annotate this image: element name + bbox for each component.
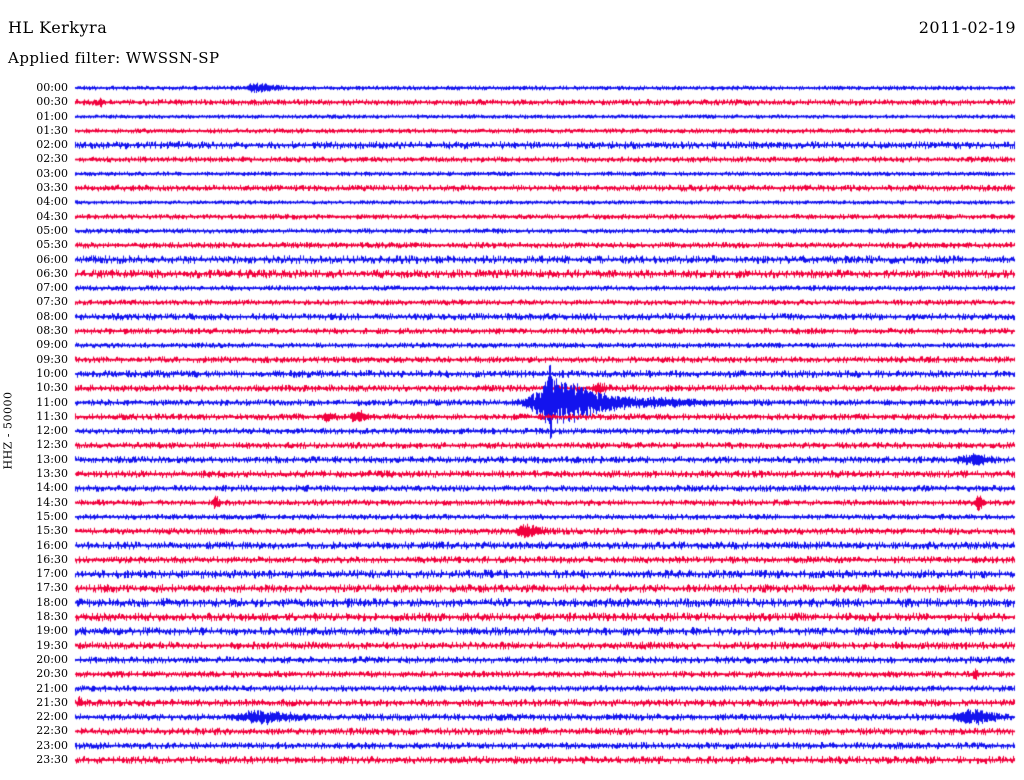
trace-row-time-label: 20:30 bbox=[36, 667, 68, 681]
trace-row-time-label: 22:00 bbox=[36, 710, 68, 724]
trace-row-time-label: 08:00 bbox=[36, 309, 68, 323]
trace-row-time-label: 16:00 bbox=[36, 538, 68, 552]
trace-row-time-label: 04:30 bbox=[36, 209, 68, 223]
trace-row-time-label: 08:30 bbox=[36, 324, 68, 338]
trace-row-time-label: 12:00 bbox=[36, 424, 68, 438]
time-labels-column: 00:00 00:30 01:00 01:30 02:00 02:30 03:00 03:30… bbox=[0, 0, 68, 780]
trace-row-time-label: 15:00 bbox=[36, 509, 68, 523]
trace-row-time-label: 07:00 bbox=[36, 281, 68, 295]
trace-row-time-label: 17:30 bbox=[36, 581, 68, 595]
trace-row-time-label: 05:00 bbox=[36, 223, 68, 237]
trace-row-time-label: 03:30 bbox=[36, 181, 68, 195]
trace-row-time-label: 00:00 bbox=[36, 81, 68, 94]
trace-row-time-label: 14:30 bbox=[36, 495, 68, 509]
trace-row-time-label: 14:00 bbox=[36, 481, 68, 495]
trace-row-time-label: 01:00 bbox=[36, 109, 68, 123]
trace-row-time-label: 16:30 bbox=[36, 552, 68, 566]
trace-row-time-label: 10:30 bbox=[36, 381, 68, 395]
trace-row-time-label: 13:00 bbox=[36, 452, 68, 466]
trace-row-time-label: 06:00 bbox=[36, 252, 68, 266]
trace-row-time-label: 18:00 bbox=[36, 595, 68, 609]
trace-row-time-label: 09:00 bbox=[36, 338, 68, 352]
trace-row-time-label: 19:30 bbox=[36, 638, 68, 652]
trace-row-time-label: 04:00 bbox=[36, 195, 68, 209]
trace-row-time-label: 13:30 bbox=[36, 467, 68, 481]
trace-row-time-label: 22:30 bbox=[36, 724, 68, 738]
trace-row-time-label: 06:30 bbox=[36, 266, 68, 280]
trace-row-time-label: 23:00 bbox=[36, 738, 68, 752]
trace-row-time-label: 11:30 bbox=[36, 409, 68, 423]
trace-row-time-label: 10:00 bbox=[36, 366, 68, 380]
trace-row-time-label: 00:30 bbox=[36, 95, 68, 109]
trace-row-time-label: 21:30 bbox=[36, 695, 68, 709]
trace-row-time-label: 02:30 bbox=[36, 152, 68, 166]
trace-row-time-label: 21:00 bbox=[36, 681, 68, 695]
trace-row-time-label: 01:30 bbox=[36, 123, 68, 137]
trace-row-time-label: 02:00 bbox=[36, 138, 68, 152]
trace-row-time-label: 09:30 bbox=[36, 352, 68, 366]
trace-row-time-label: 05:30 bbox=[36, 238, 68, 252]
trace-row-time-label: 18:30 bbox=[36, 610, 68, 624]
trace-row-time-label: 20:00 bbox=[36, 652, 68, 666]
trace-row-time-label: 17:00 bbox=[36, 567, 68, 581]
trace-row-time-label: 19:00 bbox=[36, 624, 68, 638]
trace-row-time-label: 12:30 bbox=[36, 438, 68, 452]
trace-row-time-label: 07:30 bbox=[36, 295, 68, 309]
trace-row-time-label: 15:30 bbox=[36, 524, 68, 538]
trace-row-time-label: 11:00 bbox=[36, 395, 68, 409]
trace-row-time-label: 23:30 bbox=[36, 753, 68, 766]
trace-row-time-label: 03:00 bbox=[36, 166, 68, 180]
